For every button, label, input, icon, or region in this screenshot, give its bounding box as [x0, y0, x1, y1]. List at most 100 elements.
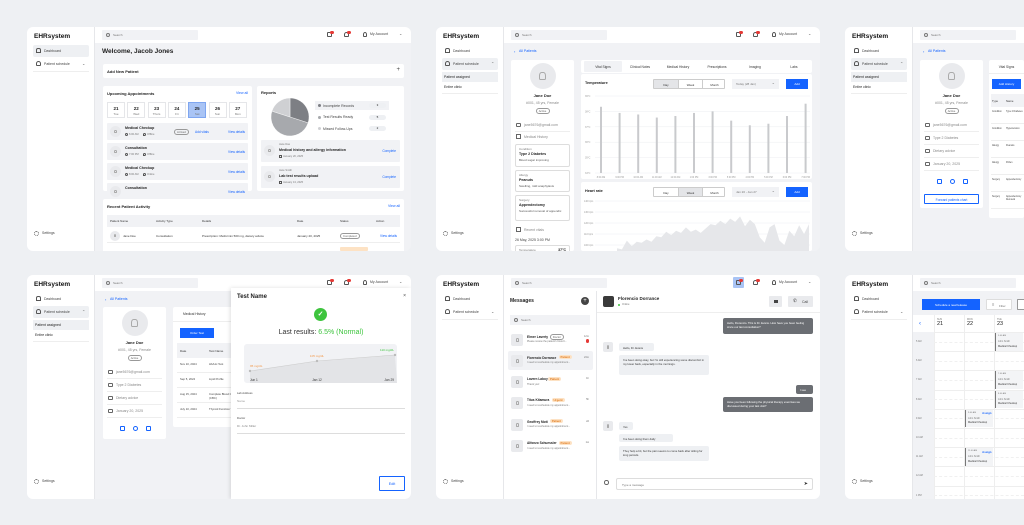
appointment-event[interactable]: 5:00 AM John Smith Medical Checkup — [995, 333, 1023, 351]
bell-icon[interactable] — [341, 29, 352, 40]
bell-icon[interactable] — [750, 277, 761, 288]
sidebar-item-patient-schedule[interactable]: Patient schedule ⌄ — [851, 306, 907, 318]
appointment-event[interactable]: 9:00 AM Assign John Smith Medical Checkup — [965, 409, 993, 428]
conversation-search[interactable]: Search — [510, 315, 590, 325]
search-input[interactable]: Search — [102, 278, 198, 288]
conversation-item[interactable]: Titus Kitamura Urgent 5h I need to reschedu… — [508, 394, 593, 413]
view-details-link[interactable]: View details — [380, 233, 397, 238]
complete-link[interactable]: Complete — [382, 149, 396, 153]
add-vitals-link[interactable]: Add vitals — [195, 129, 209, 134]
filter-button[interactable]: ≡ Filter — [986, 299, 1012, 310]
table-row[interactable]: Sep 5, 2024 Lipid Profile — [177, 373, 243, 388]
sidebar-item-patient-assigned[interactable]: Patient assigned — [851, 72, 907, 82]
sidebar-item-patient-schedule[interactable]: Patient schedule ⌄ — [33, 58, 89, 70]
sidebar-item-patient-assigned[interactable]: Patient assigned — [33, 320, 89, 330]
new-message-button[interactable]: + — [581, 297, 589, 305]
history-card[interactable]: Surgery Appendectomy Successful removal of… — [515, 195, 570, 221]
doctor-input[interactable]: Dr. John Miller — [237, 424, 405, 434]
appointment-event[interactable]: 8:00 AM John Smith Medical Checkup — [995, 390, 1023, 409]
view-details-link[interactable]: View details — [228, 129, 245, 134]
order-test-button[interactable]: Order Test — [180, 328, 214, 338]
account-menu[interactable]: My Account ⌄ — [363, 31, 407, 39]
date-select[interactable]: Today (28 Jan) ⌄ — [732, 79, 779, 89]
range-option-month[interactable]: Month — [702, 188, 724, 196]
chevron-down-icon[interactable]: ⌄ — [82, 60, 86, 66]
conversation-item[interactable]: Alfonzo Schuessler Patient 1w I need to res… — [508, 437, 593, 456]
sidebar-item-patient-schedule[interactable]: Patient schedule ⌃ — [851, 58, 907, 70]
prev-week-button[interactable]: ‹ — [919, 321, 921, 327]
conversation-item[interactable]: Geoffrey Mott Patient 2d I need to reschedu… — [508, 415, 593, 434]
chevron-down-icon[interactable]: ⌄ — [491, 308, 495, 314]
appointment-item[interactable]: Consultation View details — [107, 183, 248, 200]
messages-icon[interactable] — [324, 277, 335, 288]
add-history-button[interactable]: Add History — [992, 79, 1021, 89]
sidebar-item-settings[interactable]: Settings — [34, 230, 74, 238]
table-row[interactable]: Nov 10, 2024 HbA1c Test — [177, 358, 243, 373]
date-selector-day[interactable]: 26 Sun — [208, 102, 227, 118]
sidebar-item-entire-clinic[interactable]: Entire clinic — [444, 85, 462, 89]
range-option-day[interactable]: Day — [654, 80, 678, 88]
appointment-item[interactable]: Medical Checkup 8:00 AM Online View details — [107, 163, 248, 180]
table-row[interactable]: July 10, 2024 Thyroid Function Test — [177, 403, 243, 418]
sidebar-item-settings[interactable]: Settings — [852, 478, 892, 486]
add-button[interactable]: Add — [786, 187, 808, 197]
messages-icon[interactable] — [733, 29, 744, 40]
date-selector-day[interactable]: 22 Wed — [127, 102, 146, 118]
account-menu[interactable]: My Account ⌄ — [772, 279, 816, 287]
send-icon[interactable]: ➤ — [803, 480, 808, 487]
tab-imaging[interactable]: Imaging — [749, 64, 761, 69]
appointment-event[interactable]: 7:00 AM John Smith Medical Checkup — [995, 371, 1023, 389]
sidebar-item-settings[interactable]: Settings — [34, 478, 74, 486]
sidebar-item-patient-assigned[interactable]: Patient assigned — [442, 72, 498, 82]
tab-labs[interactable]: Labs — [790, 64, 798, 69]
call-button[interactable]: ✆ Call — [788, 296, 813, 307]
forward-chart-button[interactable]: Forward patients chart — [924, 194, 979, 204]
chevron-up-icon[interactable]: ⌃ — [900, 60, 904, 66]
view-all-link[interactable]: View all — [388, 204, 400, 208]
date-selector-day[interactable]: 21 Tue — [107, 102, 125, 118]
search-input[interactable]: Search — [920, 278, 1016, 288]
complete-link[interactable]: Complete — [382, 175, 396, 179]
sidebar-item-entire-clinic[interactable]: Entire clinic — [853, 85, 871, 89]
tab-prescriptions[interactable]: Prescriptions — [707, 64, 727, 69]
chevron-down-icon[interactable]: ⌄ — [900, 308, 904, 314]
sidebar-item-dashboard[interactable]: Dashboard — [851, 293, 907, 305]
view-details-link[interactable]: View details — [228, 189, 245, 194]
edit-icon[interactable] — [145, 426, 151, 431]
range-option-month[interactable]: Month — [702, 80, 724, 88]
report-item[interactable]: Jane Doe Medical history and allergy info… — [261, 140, 400, 162]
date-select[interactable]: Jan 20 - Jan 27 ⌄ — [732, 187, 779, 197]
range-option-week[interactable]: Week — [678, 188, 702, 196]
view-details-link[interactable]: View details — [228, 169, 245, 174]
plus-icon[interactable]: + — [396, 66, 400, 73]
account-menu[interactable]: My Account ⌄ — [772, 31, 816, 39]
tab-clinical-notes[interactable]: Clinical Notes — [629, 64, 651, 69]
chevron-up-icon[interactable]: ⌃ — [491, 60, 495, 66]
date-selector-day[interactable]: 25 Sat — [188, 102, 207, 118]
close-icon[interactable]: × — [403, 293, 406, 299]
sidebar-item-dashboard[interactable]: Dashboard — [33, 293, 89, 305]
search-input[interactable]: Search — [920, 30, 1016, 40]
range-option-day[interactable]: Day — [654, 188, 678, 196]
search-input[interactable]: Search — [511, 30, 607, 40]
assign-link[interactable]: Assign — [982, 411, 992, 416]
sidebar-item-settings[interactable]: Settings — [852, 230, 892, 238]
chevron-up-icon[interactable]: ⌃ — [82, 308, 86, 314]
file-icon[interactable] — [119, 426, 125, 431]
sidebar-item-patient-schedule[interactable]: Patient schedule ⌃ — [33, 306, 89, 318]
bell-icon[interactable] — [341, 277, 352, 288]
sidebar-item-patient-schedule[interactable]: Patient schedule ⌄ — [442, 306, 498, 318]
conversation-item[interactable]: Elmer Laverty Doctor 12m Please review the … — [508, 330, 593, 349]
appointment-event[interactable]: 11:00 AM Assign John Smith Medical Checkup — [965, 448, 993, 466]
conversation-item[interactable]: Florencio Dorrance Patient 24m I need to re… — [508, 351, 593, 371]
conversation-item[interactable]: Lavern Laboy Patient 1h Thank you! — [508, 373, 593, 392]
sidebar-item-entire-clinic[interactable]: Entire clinic — [35, 333, 53, 337]
message-input[interactable]: Type a message ➤ — [616, 478, 813, 490]
appointment-item[interactable]: Consultation 7:00 PM Offline View details — [107, 143, 248, 160]
tab-vital-signs[interactable]: Vital Signs — [998, 64, 1015, 69]
account-menu[interactable]: My Account ⌄ — [363, 279, 407, 287]
sidebar-item-settings[interactable]: Settings — [443, 230, 483, 238]
date-selector-day[interactable]: 23 Thurs — [147, 102, 166, 118]
report-item[interactable]: Jane Smith Lab test results upload January… — [261, 166, 400, 188]
table-row[interactable]: Aug 15, 2024 Complete Blood Count (CBC) — [177, 388, 243, 403]
